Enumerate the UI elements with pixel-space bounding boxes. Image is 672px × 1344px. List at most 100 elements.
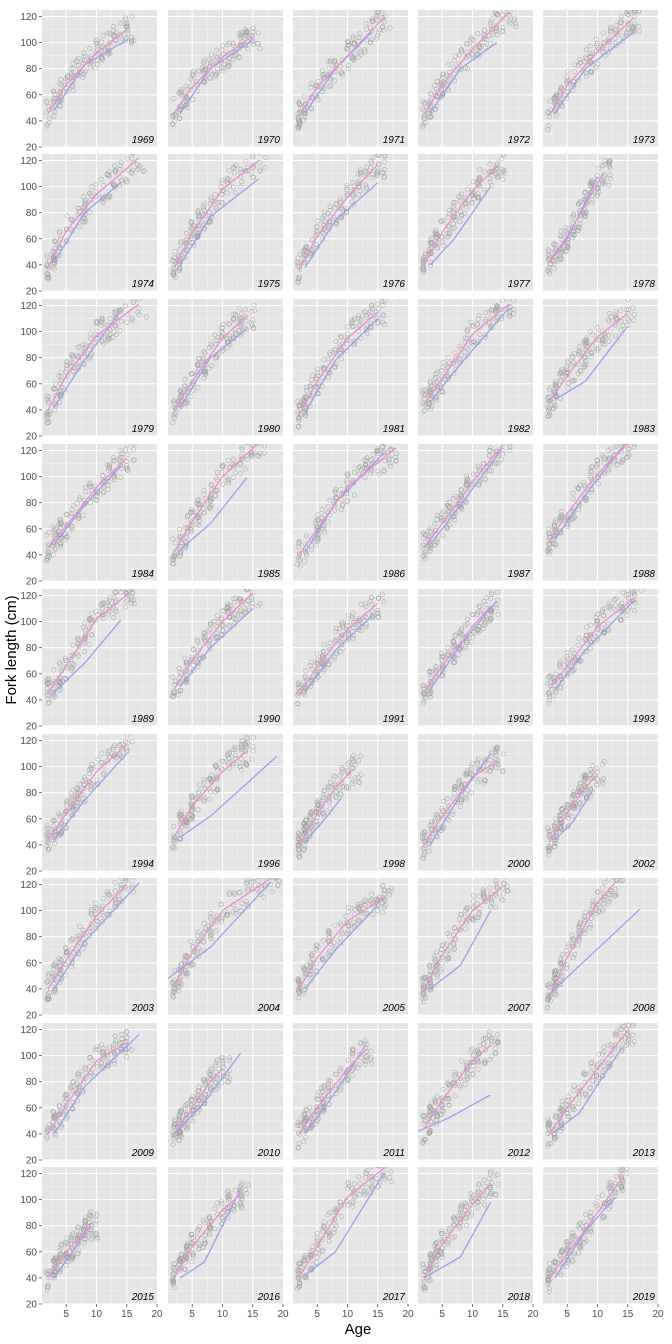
data-point	[613, 42, 619, 48]
data-point	[422, 692, 428, 698]
data-point	[106, 606, 112, 612]
data-point	[70, 354, 76, 360]
data-point	[195, 362, 201, 368]
data-point	[315, 801, 321, 807]
data-point	[233, 469, 239, 475]
data-point	[95, 756, 101, 762]
data-point	[345, 324, 351, 330]
data-point	[465, 621, 471, 627]
data-point	[52, 239, 58, 245]
data-point	[499, 299, 505, 304]
data-point	[117, 742, 123, 748]
data-point	[295, 115, 301, 121]
data-point	[320, 795, 326, 801]
data-point	[295, 700, 301, 706]
data-point	[487, 618, 493, 624]
data-point	[295, 424, 301, 430]
data-point	[238, 743, 244, 749]
data-point	[244, 589, 250, 592]
facet-year-label: 1986	[383, 569, 406, 580]
data-point	[450, 200, 456, 206]
data-point	[173, 113, 179, 119]
data-point	[46, 400, 52, 406]
data-point	[570, 496, 576, 502]
data-point	[593, 618, 599, 624]
y-tick-label: 100	[20, 38, 37, 49]
panel-plot-area	[44, 14, 137, 129]
data-point	[331, 59, 337, 65]
data-point	[250, 174, 256, 180]
data-point	[118, 318, 124, 324]
data-point	[221, 65, 227, 71]
data-point	[184, 823, 190, 829]
facet-year-label: 1974	[132, 279, 155, 290]
y-tick-label: 80	[26, 788, 38, 799]
data-point	[58, 82, 64, 88]
data-point	[601, 471, 607, 477]
data-point	[464, 345, 470, 351]
data-point	[201, 510, 207, 516]
data-point	[638, 589, 644, 593]
panel-plot-area	[170, 25, 263, 127]
data-point	[457, 194, 463, 200]
data-point	[188, 527, 194, 533]
data-point	[464, 326, 470, 332]
data-point	[125, 30, 131, 36]
data-point	[224, 604, 230, 610]
series-line-blue	[53, 753, 128, 841]
data-point	[571, 232, 577, 238]
data-point	[250, 600, 256, 606]
data-point	[429, 669, 435, 675]
data-point	[124, 20, 130, 26]
data-point	[350, 781, 356, 787]
data-point	[499, 170, 505, 176]
facet-panel-1970: 1970	[168, 10, 283, 148]
data-point	[101, 340, 107, 346]
data-point	[589, 469, 595, 475]
data-point	[221, 628, 227, 634]
data-point	[588, 350, 594, 356]
series-line-blue	[554, 31, 635, 114]
data-point	[302, 549, 308, 555]
data-point	[119, 746, 125, 752]
data-point	[332, 489, 338, 495]
data-point	[201, 636, 207, 642]
data-point	[104, 758, 110, 764]
data-point	[422, 532, 428, 538]
data-point	[595, 620, 601, 626]
data-point	[239, 456, 245, 462]
facet-panel-1991: 1991	[293, 589, 408, 727]
data-point	[218, 631, 224, 637]
data-point	[626, 318, 632, 324]
data-point	[51, 690, 57, 696]
data-point	[131, 582, 135, 586]
data-point	[356, 34, 362, 40]
data-point	[351, 469, 357, 475]
data-point	[457, 492, 463, 498]
data-point	[95, 488, 101, 494]
data-point	[376, 471, 382, 477]
data-point	[219, 464, 225, 470]
data-point	[325, 211, 331, 217]
data-point	[602, 606, 608, 612]
data-point	[237, 595, 243, 601]
data-point	[553, 689, 559, 695]
data-point	[262, 444, 268, 449]
data-point	[375, 595, 381, 601]
data-point	[487, 175, 493, 181]
data-point	[477, 43, 483, 49]
data-point	[499, 16, 505, 22]
data-point	[482, 332, 488, 338]
data-point	[602, 172, 608, 178]
data-point	[170, 693, 176, 699]
data-point	[420, 700, 426, 706]
data-point	[483, 36, 489, 42]
data-point	[547, 98, 553, 104]
data-point	[219, 47, 225, 53]
data-point	[171, 837, 177, 843]
data-point	[344, 480, 350, 486]
data-point	[368, 314, 374, 320]
data-point	[506, 444, 512, 448]
data-point	[219, 188, 225, 194]
data-point	[263, 154, 269, 160]
